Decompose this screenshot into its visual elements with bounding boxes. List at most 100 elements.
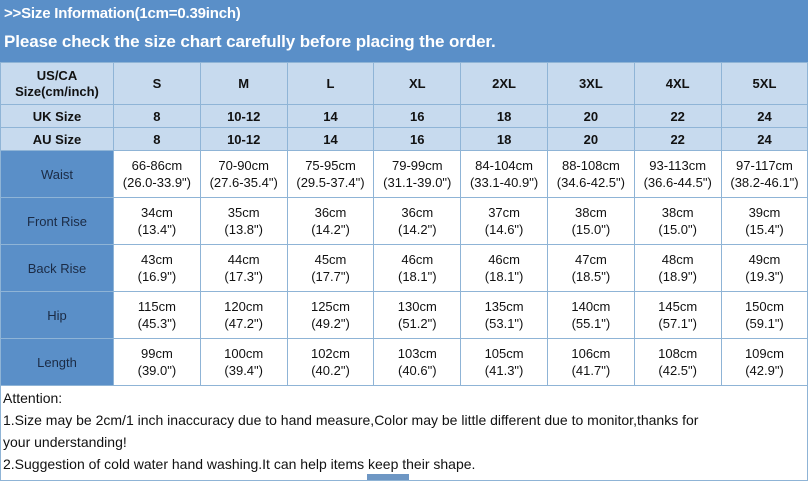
header-corner-cell: US/CA Size(cm/inch) bbox=[0, 62, 114, 105]
measurement-cm: 102cm bbox=[310, 346, 350, 361]
measurement-cm: 135cm bbox=[484, 299, 524, 314]
measurement-row: Back Rise 43cm (16.9") 44cm (17.3") 45cm (17.7… bbox=[0, 244, 808, 292]
scrollbar-fragment[interactable] bbox=[367, 474, 409, 480]
size-column-header: 4XL bbox=[633, 62, 722, 105]
measurement-cm: 109cm bbox=[744, 346, 784, 361]
measurement-inch: (13.8") bbox=[224, 222, 263, 237]
measurement-cell: 108cm (42.5") bbox=[633, 338, 722, 386]
measurement-cm: 46cm bbox=[488, 252, 520, 267]
measurement-inch: (39.0") bbox=[137, 363, 177, 378]
region-row-label: AU Size bbox=[0, 127, 114, 151]
measurement-cell: 39cm (15.4") bbox=[720, 197, 808, 245]
size-chart-body: US/CA Size(cm/inch) S M L XL 2XL 3XL 4XL 5XL UK Si… bbox=[0, 62, 808, 386]
measurement-cm: 36cm bbox=[314, 205, 347, 220]
measurement-inch: (42.9") bbox=[745, 363, 784, 378]
measurement-inch: (15.0") bbox=[571, 222, 611, 237]
measurement-cm: 145cm bbox=[658, 299, 698, 314]
measurement-inch: (53.1") bbox=[484, 316, 524, 331]
region-size-value: 20 bbox=[546, 104, 635, 128]
region-size-value: 18 bbox=[460, 127, 548, 151]
measurement-inch: (14.6") bbox=[484, 222, 524, 237]
measurement-row-label: Front Rise bbox=[0, 197, 114, 245]
measurement-cell: 47cm (18.5") bbox=[546, 244, 635, 292]
measurement-cm: 34cm bbox=[141, 205, 173, 220]
measurement-inch: (14.2") bbox=[311, 222, 350, 237]
measurement-cm: 48cm bbox=[661, 252, 694, 267]
measurement-cm: 115cm bbox=[137, 299, 176, 314]
measurement-inch: (15.4") bbox=[745, 222, 784, 237]
measurement-inch: (18.9") bbox=[658, 269, 697, 284]
measurement-cm: 79-99cm bbox=[392, 158, 443, 173]
attention-heading: Attention: bbox=[3, 390, 63, 406]
measurement-cm: 75-95cm bbox=[305, 158, 356, 173]
measurement-cell: 49cm (19.3") bbox=[720, 244, 808, 292]
measurement-cm: 39cm bbox=[748, 205, 781, 220]
attention-note-1: 1.Size may be 2cm/1 inch inaccuracy due … bbox=[3, 412, 699, 428]
measurement-cm: 36cm bbox=[401, 205, 434, 220]
measurement-inch: (18.1") bbox=[398, 269, 437, 284]
region-size-value: 8 bbox=[113, 127, 201, 151]
measurement-cell: 125cm (49.2") bbox=[286, 291, 375, 339]
measurement-cm: 103cm bbox=[397, 346, 437, 361]
corner-label-line1: US/CA bbox=[36, 67, 78, 83]
size-column-header: 3XL bbox=[546, 62, 635, 105]
region-size-value: 16 bbox=[373, 127, 462, 151]
measurement-inch: (55.1") bbox=[571, 316, 611, 331]
measurement-cell: 44cm (17.3") bbox=[199, 244, 288, 292]
region-size-value: 18 bbox=[460, 104, 548, 128]
measurement-cell: 34cm (13.4") bbox=[113, 197, 201, 245]
measurement-cm: 93-113cm bbox=[649, 158, 707, 173]
measurement-inch: (19.3") bbox=[745, 269, 784, 284]
measurement-cm: 97-117cm bbox=[736, 158, 793, 173]
measurement-cell: 37cm (14.6") bbox=[460, 197, 548, 245]
region-size-value: 16 bbox=[373, 104, 462, 128]
measurement-inch: (17.3") bbox=[224, 269, 263, 284]
measurement-inch: (14.2") bbox=[398, 222, 437, 237]
measurement-inch: (26.0-33.9") bbox=[122, 175, 191, 190]
measurement-cm: 45cm bbox=[314, 252, 347, 267]
measurement-inch: (47.2") bbox=[224, 316, 263, 331]
region-size-value: 24 bbox=[720, 104, 808, 128]
measurement-cell: 120cm (47.2") bbox=[199, 291, 288, 339]
measurement-cell: 36cm (14.2") bbox=[373, 197, 462, 245]
region-size-value: 22 bbox=[633, 104, 722, 128]
corner-label-line2: Size(cm/inch) bbox=[15, 83, 99, 99]
region-size-row: UK Size 8 10-12 14 16 18 20 22 24 bbox=[0, 104, 808, 128]
measurement-cell: 99cm (39.0") bbox=[113, 338, 201, 386]
measurement-inch: (59.1") bbox=[745, 316, 784, 331]
size-column-header: M bbox=[199, 62, 288, 105]
measurement-inch: (27.6-35.4") bbox=[209, 175, 278, 190]
measurement-cell: 38cm (15.0") bbox=[633, 197, 722, 245]
measurement-row: Length 99cm (39.0") 100cm (39.4") 102cm (40.2"… bbox=[0, 338, 808, 386]
measurement-inch: (49.2") bbox=[311, 316, 350, 331]
measurement-row: Front Rise 34cm (13.4") 35cm (13.8") 36cm (14.… bbox=[0, 197, 808, 245]
measurement-row-label: Waist bbox=[0, 150, 114, 198]
measurement-cm: 43cm bbox=[141, 252, 173, 267]
attention-note-1-continued: your understanding! bbox=[3, 434, 127, 450]
measurement-cell: 46cm (18.1") bbox=[373, 244, 462, 292]
region-size-value: 8 bbox=[113, 104, 201, 128]
measurement-inch: (17.7") bbox=[311, 269, 350, 284]
size-column-header: 2XL bbox=[460, 62, 548, 105]
measurement-inch: (45.3") bbox=[137, 316, 177, 331]
measurement-inch: (29.5-37.4") bbox=[296, 175, 365, 190]
measurement-cm: 106cm bbox=[571, 346, 611, 361]
measurement-cm: 84-104cm bbox=[475, 158, 533, 173]
info-banner: >>Size Information(1cm=0.39inch) Please … bbox=[0, 0, 808, 62]
size-column-header: L bbox=[286, 62, 375, 105]
region-size-value: 14 bbox=[286, 104, 375, 128]
measurement-cm: 38cm bbox=[574, 205, 607, 220]
measurement-cell: 100cm (39.4") bbox=[199, 338, 288, 386]
measurement-inch: (40.6") bbox=[398, 363, 437, 378]
measurement-cell: 140cm (55.1") bbox=[546, 291, 635, 339]
measurement-cm: 66-86cm bbox=[131, 158, 183, 173]
measurement-cm: 44cm bbox=[227, 252, 260, 267]
measurement-cm: 35cm bbox=[227, 205, 260, 220]
measurement-cell: 43cm (16.9") bbox=[113, 244, 201, 292]
measurement-row: Hip 115cm (45.3") 120cm (47.2") 125cm (49.2") 1… bbox=[0, 291, 808, 339]
measurement-cm: 47cm bbox=[574, 252, 607, 267]
size-column-header: XL bbox=[373, 62, 462, 105]
size-chart-table: US/CA Size(cm/inch) S M L XL 2XL 3XL 4XL 5XL UK Si… bbox=[0, 62, 808, 386]
measurement-cm: 38cm bbox=[661, 205, 694, 220]
